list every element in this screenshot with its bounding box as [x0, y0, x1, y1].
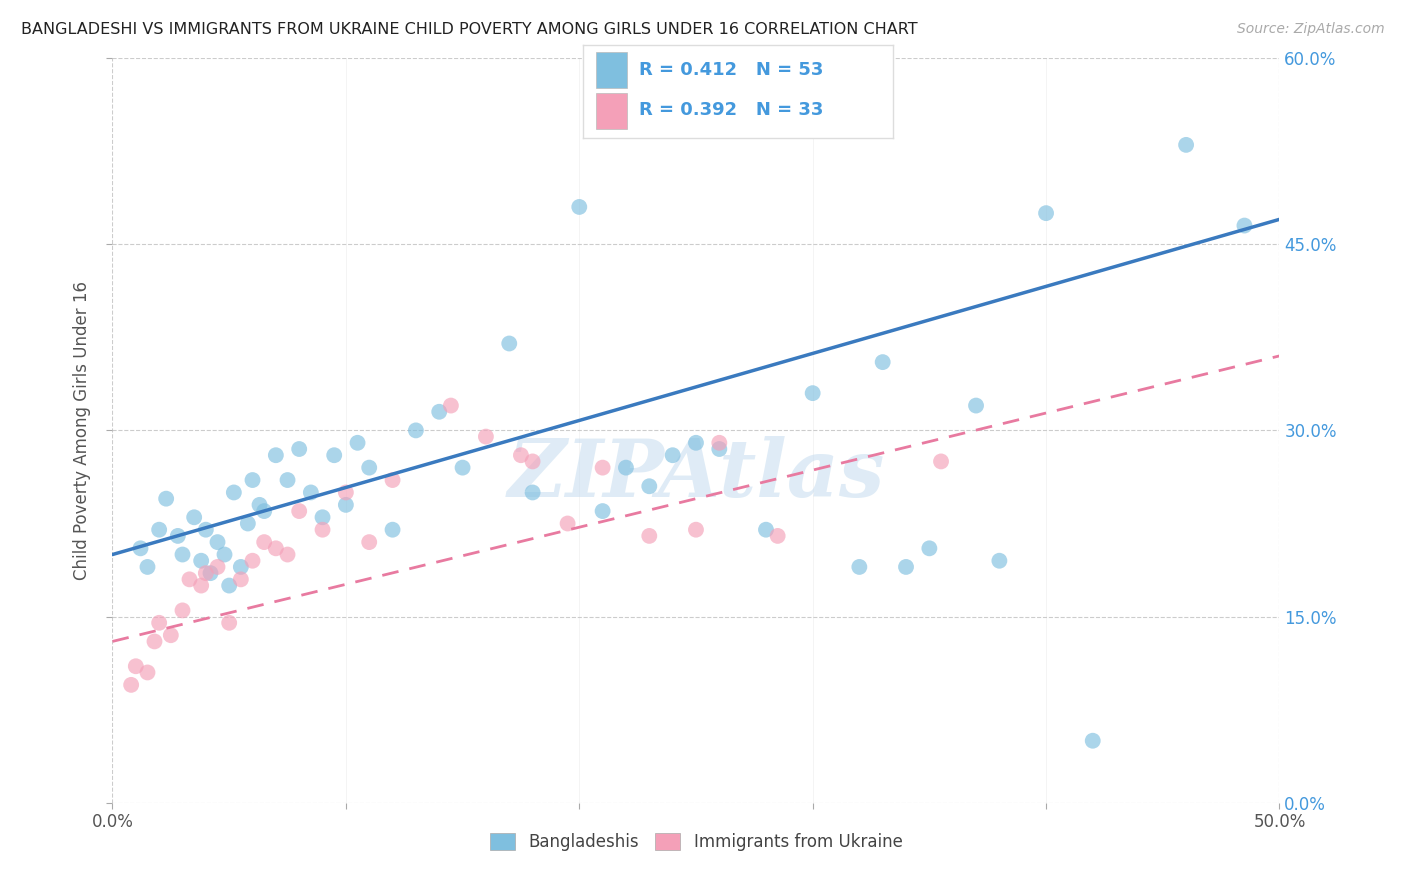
- Point: [614, 460, 637, 475]
- Point: [207, 535, 229, 549]
- Point: [179, 573, 201, 587]
- Legend: Bangladeshis, Immigrants from Ukraine: Bangladeshis, Immigrants from Ukraine: [482, 826, 910, 858]
- Point: [218, 615, 240, 630]
- Point: [229, 573, 252, 587]
- Point: [685, 523, 707, 537]
- Point: [172, 548, 194, 562]
- Point: [218, 578, 240, 592]
- Point: [918, 541, 941, 556]
- Text: Source: ZipAtlas.com: Source: ZipAtlas.com: [1237, 22, 1385, 37]
- Point: [207, 560, 229, 574]
- Point: [1175, 137, 1198, 152]
- Point: [509, 448, 531, 462]
- Point: [592, 460, 614, 475]
- Point: [190, 578, 212, 592]
- Point: [200, 566, 222, 581]
- FancyBboxPatch shape: [596, 94, 627, 129]
- Point: [125, 659, 148, 673]
- Point: [136, 665, 159, 680]
- Point: [872, 355, 894, 369]
- Point: [120, 678, 142, 692]
- Point: [381, 473, 404, 487]
- Point: [661, 448, 683, 462]
- Point: [148, 523, 170, 537]
- Point: [172, 603, 194, 617]
- Point: [129, 541, 152, 556]
- Point: [276, 548, 298, 562]
- Text: R = 0.412   N = 53: R = 0.412 N = 53: [640, 61, 824, 78]
- Point: [522, 454, 544, 468]
- Point: [498, 336, 520, 351]
- Point: [381, 523, 404, 537]
- Point: [709, 442, 731, 456]
- Point: [160, 628, 183, 642]
- Point: [183, 510, 205, 524]
- Point: [222, 485, 245, 500]
- Point: [929, 454, 952, 468]
- Point: [166, 529, 188, 543]
- Point: [1081, 733, 1104, 747]
- Point: [276, 473, 298, 487]
- Point: [155, 491, 177, 506]
- Point: [522, 485, 544, 500]
- Point: [557, 516, 579, 531]
- Point: [766, 529, 789, 543]
- Point: [148, 615, 170, 630]
- Point: [475, 429, 498, 443]
- Point: [242, 554, 264, 568]
- Point: [405, 423, 427, 437]
- Point: [335, 498, 357, 512]
- Point: [229, 560, 252, 574]
- Point: [214, 548, 236, 562]
- Point: [451, 460, 474, 475]
- Point: [311, 523, 333, 537]
- Point: [638, 479, 661, 493]
- Point: [346, 435, 368, 450]
- Point: [190, 554, 212, 568]
- Y-axis label: Child Poverty Among Girls Under 16: Child Poverty Among Girls Under 16: [73, 281, 91, 580]
- Point: [638, 529, 661, 543]
- Point: [440, 399, 463, 413]
- Point: [323, 448, 346, 462]
- Point: [848, 560, 870, 574]
- Point: [1233, 219, 1256, 233]
- Point: [568, 200, 591, 214]
- Point: [288, 442, 311, 456]
- Point: [253, 504, 276, 518]
- Point: [299, 485, 322, 500]
- Point: [249, 498, 271, 512]
- Point: [801, 386, 824, 401]
- Text: ZIPAtlas: ZIPAtlas: [508, 436, 884, 514]
- Point: [359, 460, 381, 475]
- Point: [1035, 206, 1057, 220]
- Point: [592, 504, 614, 518]
- Point: [311, 510, 333, 524]
- Point: [143, 634, 166, 648]
- Point: [755, 523, 778, 537]
- Text: R = 0.392   N = 33: R = 0.392 N = 33: [640, 101, 824, 120]
- Point: [264, 448, 287, 462]
- Point: [253, 535, 276, 549]
- FancyBboxPatch shape: [596, 52, 627, 87]
- Point: [194, 566, 217, 581]
- Point: [894, 560, 917, 574]
- Point: [242, 473, 264, 487]
- Point: [965, 399, 987, 413]
- Text: BANGLADESHI VS IMMIGRANTS FROM UKRAINE CHILD POVERTY AMONG GIRLS UNDER 16 CORREL: BANGLADESHI VS IMMIGRANTS FROM UKRAINE C…: [21, 22, 918, 37]
- Point: [136, 560, 159, 574]
- Point: [194, 523, 217, 537]
- Point: [288, 504, 311, 518]
- Point: [236, 516, 259, 531]
- Point: [685, 435, 707, 450]
- Point: [988, 554, 1011, 568]
- Point: [709, 435, 731, 450]
- Point: [264, 541, 287, 556]
- Point: [427, 405, 450, 419]
- Point: [359, 535, 381, 549]
- Point: [335, 485, 357, 500]
